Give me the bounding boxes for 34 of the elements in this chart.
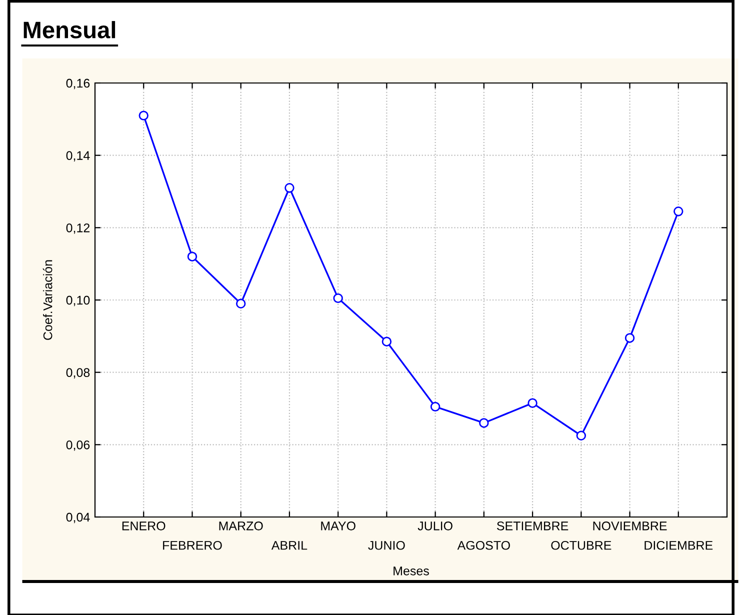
chart-title: Mensual (24, 21, 116, 38)
x-axis-title: Meses (394, 566, 429, 576)
x-tick-label: JUNIO (368, 540, 405, 550)
x-tick-label: ENERO (122, 521, 166, 530)
point (187, 252, 198, 262)
x-tick-label: AGOSTO (457, 540, 510, 550)
y-tick-label: 0,12 (66, 223, 90, 234)
y-axis-title: Coef.Variación (42, 260, 52, 340)
x-tick-label: NOVIEMBRE (593, 521, 667, 530)
x-tick-label: MAYO (321, 521, 356, 530)
x-tick-label: SETIEMBRE (496, 521, 568, 530)
point (333, 293, 343, 304)
point (528, 398, 538, 408)
y-tick-label: 0,06 (66, 440, 90, 451)
y-tick-label: 0,04 (66, 512, 90, 524)
point (284, 183, 294, 193)
point (624, 333, 635, 343)
x-tick-label: FEBRERO (163, 540, 222, 550)
y-tick-label: 0,08 (66, 368, 90, 378)
x-tick-label: ABRIL (271, 541, 308, 550)
y-tick-label: 0,14 (66, 151, 90, 162)
point (576, 430, 586, 440)
point (430, 402, 440, 412)
x-tick-label: MARZO (219, 521, 263, 530)
y-tick-label: 0,10 (66, 296, 90, 306)
y-tick-label: 0,16 (66, 78, 90, 90)
point (138, 110, 148, 120)
point (236, 298, 246, 308)
point (479, 418, 489, 428)
x-tick-label: JULIO (418, 521, 452, 530)
x-tick-label: OCTUBRE (551, 540, 612, 550)
x-tick-label: DICIEMBRE (644, 540, 713, 550)
point (382, 336, 392, 346)
point (674, 206, 684, 216)
